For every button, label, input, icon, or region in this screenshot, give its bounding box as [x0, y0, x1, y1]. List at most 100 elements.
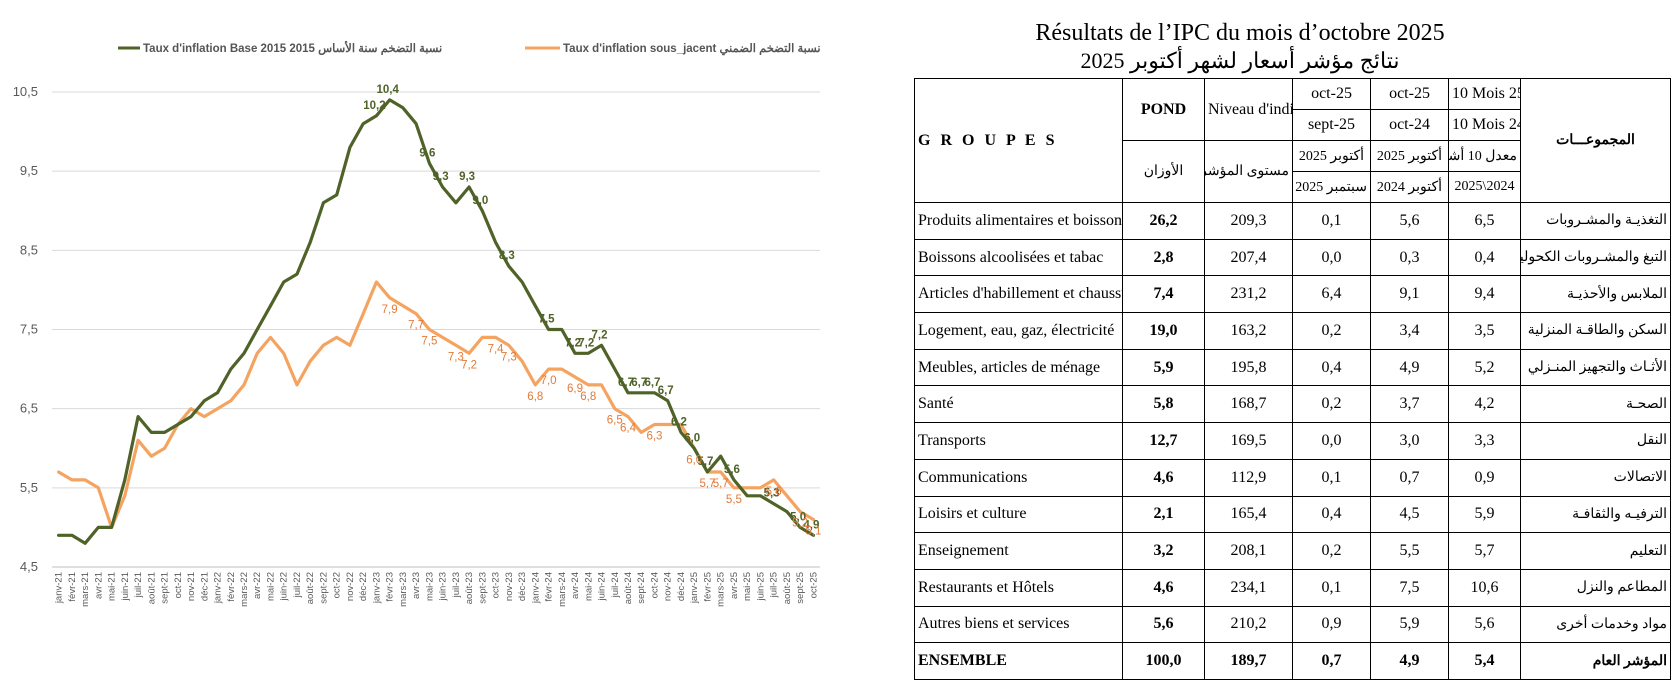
data-label-underlying: 6,8 [527, 391, 543, 403]
row-niveau: 163,2 [1204, 312, 1293, 350]
header-m1-bot: sept-25 [1292, 109, 1371, 141]
x-tick-label: févr-22 [226, 572, 237, 602]
x-tick-label: mai-22 [265, 572, 276, 601]
x-tick-label: nov-23 [504, 572, 515, 601]
row-label-ar: التبغ والمشـروبات الكحولية [1520, 238, 1671, 277]
total-pond: 100,0 [1122, 642, 1205, 680]
data-label-main: 9,3 [459, 171, 475, 183]
row-yearly: 0,3 [1370, 238, 1449, 277]
row-niveau: 112,9 [1204, 458, 1293, 497]
table-total-row: ENSEMBLE 100,0 189,7 0,7 4,9 5,4 المؤشر … [914, 642, 1671, 680]
row-monthly: 0,2 [1292, 532, 1371, 570]
row-monthly: 6,4 [1292, 275, 1371, 314]
x-tick-label: juin-24 [597, 572, 608, 602]
row-avg10: 5,2 [1448, 348, 1521, 387]
row-monthly: 0,1 [1292, 568, 1371, 607]
row-label-ar: مواد وخدمات أخرى [1520, 605, 1671, 644]
row-avg10: 9,4 [1448, 275, 1521, 314]
data-label-main: 6,7 [631, 377, 647, 389]
row-pond: 4,6 [1122, 568, 1205, 607]
row-avg10: 3,3 [1448, 422, 1521, 460]
x-tick-label: janv-23 [371, 572, 382, 604]
data-label-main: 6,0 [684, 432, 700, 444]
header-c10-top: 10 Mois 25 [1448, 78, 1521, 110]
table-row: Boissons alcoolisées et tabac 2,8 207,4 … [914, 238, 1671, 277]
row-label-fr: Communications [914, 458, 1123, 497]
data-label-underlying: 7,0 [541, 375, 557, 387]
row-avg10: 10,6 [1448, 568, 1521, 607]
table-row: Transports 12,7 169,5 0,0 3,0 3,3 النقل [914, 422, 1671, 460]
row-pond: 12,7 [1122, 422, 1205, 460]
data-label-main: 6,7 [618, 377, 634, 389]
data-label-underlying: 7,2 [461, 359, 477, 371]
row-yearly: 4,5 [1370, 495, 1449, 534]
x-tick-label: juin-22 [279, 572, 290, 602]
row-niveau: 231,2 [1204, 275, 1293, 314]
data-label-underlying: 6,9 [567, 383, 583, 395]
x-tick-label: févr-24 [544, 572, 555, 602]
table-row: Restaurants et Hôtels 4,6 234,1 0,1 7,5 … [914, 568, 1671, 607]
x-tick-label: sept-21 [160, 572, 171, 604]
x-tick-label: sept-23 [477, 572, 488, 604]
data-label-underlying: 6,4 [620, 423, 637, 435]
data-label-main: 10,4 [376, 84, 399, 96]
legend-label-main: Taux d'inflation Base 2015 2015 نسبة الت… [143, 40, 442, 56]
header-c10-ar-bot: 2024\2025 [1448, 171, 1521, 203]
y-tick-label: 7,5 [20, 322, 38, 337]
x-tick-label: avr-24 [570, 572, 581, 599]
data-label-main: 9,0 [472, 195, 488, 207]
x-tick-label: déc-22 [358, 572, 369, 601]
header-groupes-ar: المجموعـــات [1520, 78, 1671, 203]
x-tick-label: juin-25 [755, 572, 766, 602]
row-niveau: 209,3 [1204, 202, 1293, 240]
row-avg10: 3,5 [1448, 312, 1521, 350]
data-label-underlying: 7,3 [448, 351, 464, 363]
x-axis-ticks: janv-21 févr-21 mars-21 avr-21 mai-21 juin-21… [54, 572, 820, 607]
x-tick-label: nov-24 [663, 572, 674, 601]
row-avg10: 5,9 [1448, 495, 1521, 534]
row-niveau: 210,2 [1204, 605, 1293, 644]
header-c10-ar-top: معدل 10 أشهر [1448, 140, 1521, 172]
chart-gridlines [52, 91, 820, 568]
row-label-ar: المطاعم والنزل [1520, 568, 1671, 607]
x-tick-label: févr-21 [67, 572, 78, 602]
row-monthly: 0,4 [1292, 495, 1371, 534]
data-label-underlying: 5,1 [805, 526, 821, 538]
table-row: Meubles, articles de ménage 5,9 195,8 0,… [914, 348, 1671, 387]
row-label-fr: Santé [914, 385, 1123, 424]
y-axis-ticks: 4,5 5,5 6,5 7,5 8,5 9,5 10,5 [13, 84, 38, 574]
data-label-underlying: 7,3 [501, 351, 517, 363]
data-label-main: 6,7 [658, 385, 674, 397]
x-tick-label: janv-22 [213, 572, 224, 604]
row-monthly: 0,0 [1292, 422, 1371, 460]
table-row: Logement, eau, gaz, électricité 19,0 163… [914, 312, 1671, 350]
row-avg10: 0,4 [1448, 238, 1521, 277]
row-label-fr: Boissons alcoolisées et tabac [914, 238, 1123, 277]
series-line-underlying [56, 280, 816, 530]
x-tick-label: avr-25 [729, 572, 740, 599]
x-tick-label: juil-22 [292, 572, 303, 598]
header-m1-ar-bot: سبتمبر 2025 [1292, 171, 1371, 203]
row-label-ar: الملابس والأحذيـة [1520, 275, 1671, 314]
table-row: Autres biens et services 5,6 210,2 0,9 5… [914, 605, 1671, 644]
row-niveau: 168,7 [1204, 385, 1293, 424]
x-tick-label: août-23 [464, 572, 475, 604]
x-tick-label: déc-24 [676, 572, 687, 601]
data-label-main: 7,2 [592, 329, 608, 341]
x-tick-label: févr-25 [702, 572, 713, 602]
data-label-main: 9,3 [433, 171, 449, 183]
row-label-fr: Logement, eau, gaz, électricité [914, 312, 1123, 350]
x-tick-label: sept-24 [636, 572, 647, 604]
total-label-ar: المؤشر العام [1520, 642, 1671, 680]
row-yearly: 9,1 [1370, 275, 1449, 314]
data-label-main: 7,2 [578, 337, 594, 349]
row-avg10: 5,6 [1448, 605, 1521, 644]
row-niveau: 195,8 [1204, 348, 1293, 387]
header-pond-ar: الأوزان [1122, 140, 1205, 203]
x-tick-label: janv-25 [689, 572, 700, 604]
table-row: Articles d'habillement et chaussures 7,4… [914, 275, 1671, 314]
row-monthly: 0,9 [1292, 605, 1371, 644]
data-label-underlying: 7,7 [408, 320, 424, 332]
data-label-underlying: 6,3 [646, 431, 662, 443]
data-label-main: 9,6 [419, 147, 435, 159]
